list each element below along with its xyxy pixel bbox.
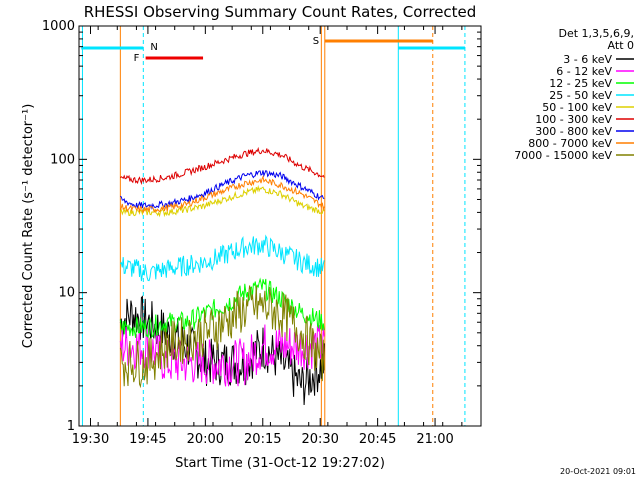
legend-entry-label: 100 - 300 keV [535, 113, 612, 126]
x-axis-label: Start Time (31-Oct-12 19:27:02) [175, 456, 385, 471]
saa-label: S [313, 36, 319, 47]
legend-entry-label: 12 - 25 keV [549, 77, 612, 90]
night-label: N [150, 42, 157, 53]
x-tick-label: 20:15 [244, 432, 281, 447]
x-axis: 19:30 19:45 20:00 20:15 20:30 20:45 21:00 [72, 26, 482, 447]
x-tick-label: 21:00 [416, 432, 453, 447]
y-axis: 1 10 100 1000 [42, 19, 481, 434]
y-tick-label: 1 [67, 419, 75, 434]
legend-entry-label: 3 - 6 keV [563, 53, 612, 66]
legend-header: Att 0 [608, 39, 634, 52]
series-line [119, 323, 325, 387]
legend-entry-label: 7000 - 15000 keV [514, 149, 612, 162]
y-tick-label: 1000 [42, 19, 75, 34]
x-tick-label: 20:45 [359, 432, 396, 447]
series-line [120, 170, 325, 210]
legend-entry-label: 800 - 7000 keV [528, 137, 612, 150]
y-axis-label: Corrected Count Rate (s⁻¹ detector⁻¹) [21, 104, 36, 349]
x-tick-label: 19:30 [72, 432, 109, 447]
footer-timestamp: 20-Oct-2021 09:01 [560, 467, 636, 476]
legend-entry-label: 25 - 50 keV [549, 89, 612, 102]
x-tick-label: 19:45 [129, 432, 166, 447]
plot-area: NF S [81, 26, 466, 426]
y-tick-label: 10 [58, 286, 75, 301]
series-line [119, 234, 325, 282]
chart-title: RHESSI Observing Summary Count Rates, Co… [84, 3, 477, 21]
legend-entry-label: 50 - 100 keV [542, 101, 612, 114]
legend-entry-label: 300 - 800 keV [535, 125, 612, 138]
legend-header: Det 1,3,5,6,9, [558, 27, 634, 40]
legend-entry-label: 6 - 12 keV [556, 65, 612, 78]
series-line [119, 175, 325, 214]
x-tick-label: 20:00 [187, 432, 224, 447]
series-line [119, 285, 325, 389]
plot-frame [78, 25, 482, 427]
series-line [119, 146, 325, 186]
y-tick-label: 100 [50, 152, 75, 167]
x-tick-label: 20:30 [301, 432, 338, 447]
flare-label: F [134, 53, 140, 64]
